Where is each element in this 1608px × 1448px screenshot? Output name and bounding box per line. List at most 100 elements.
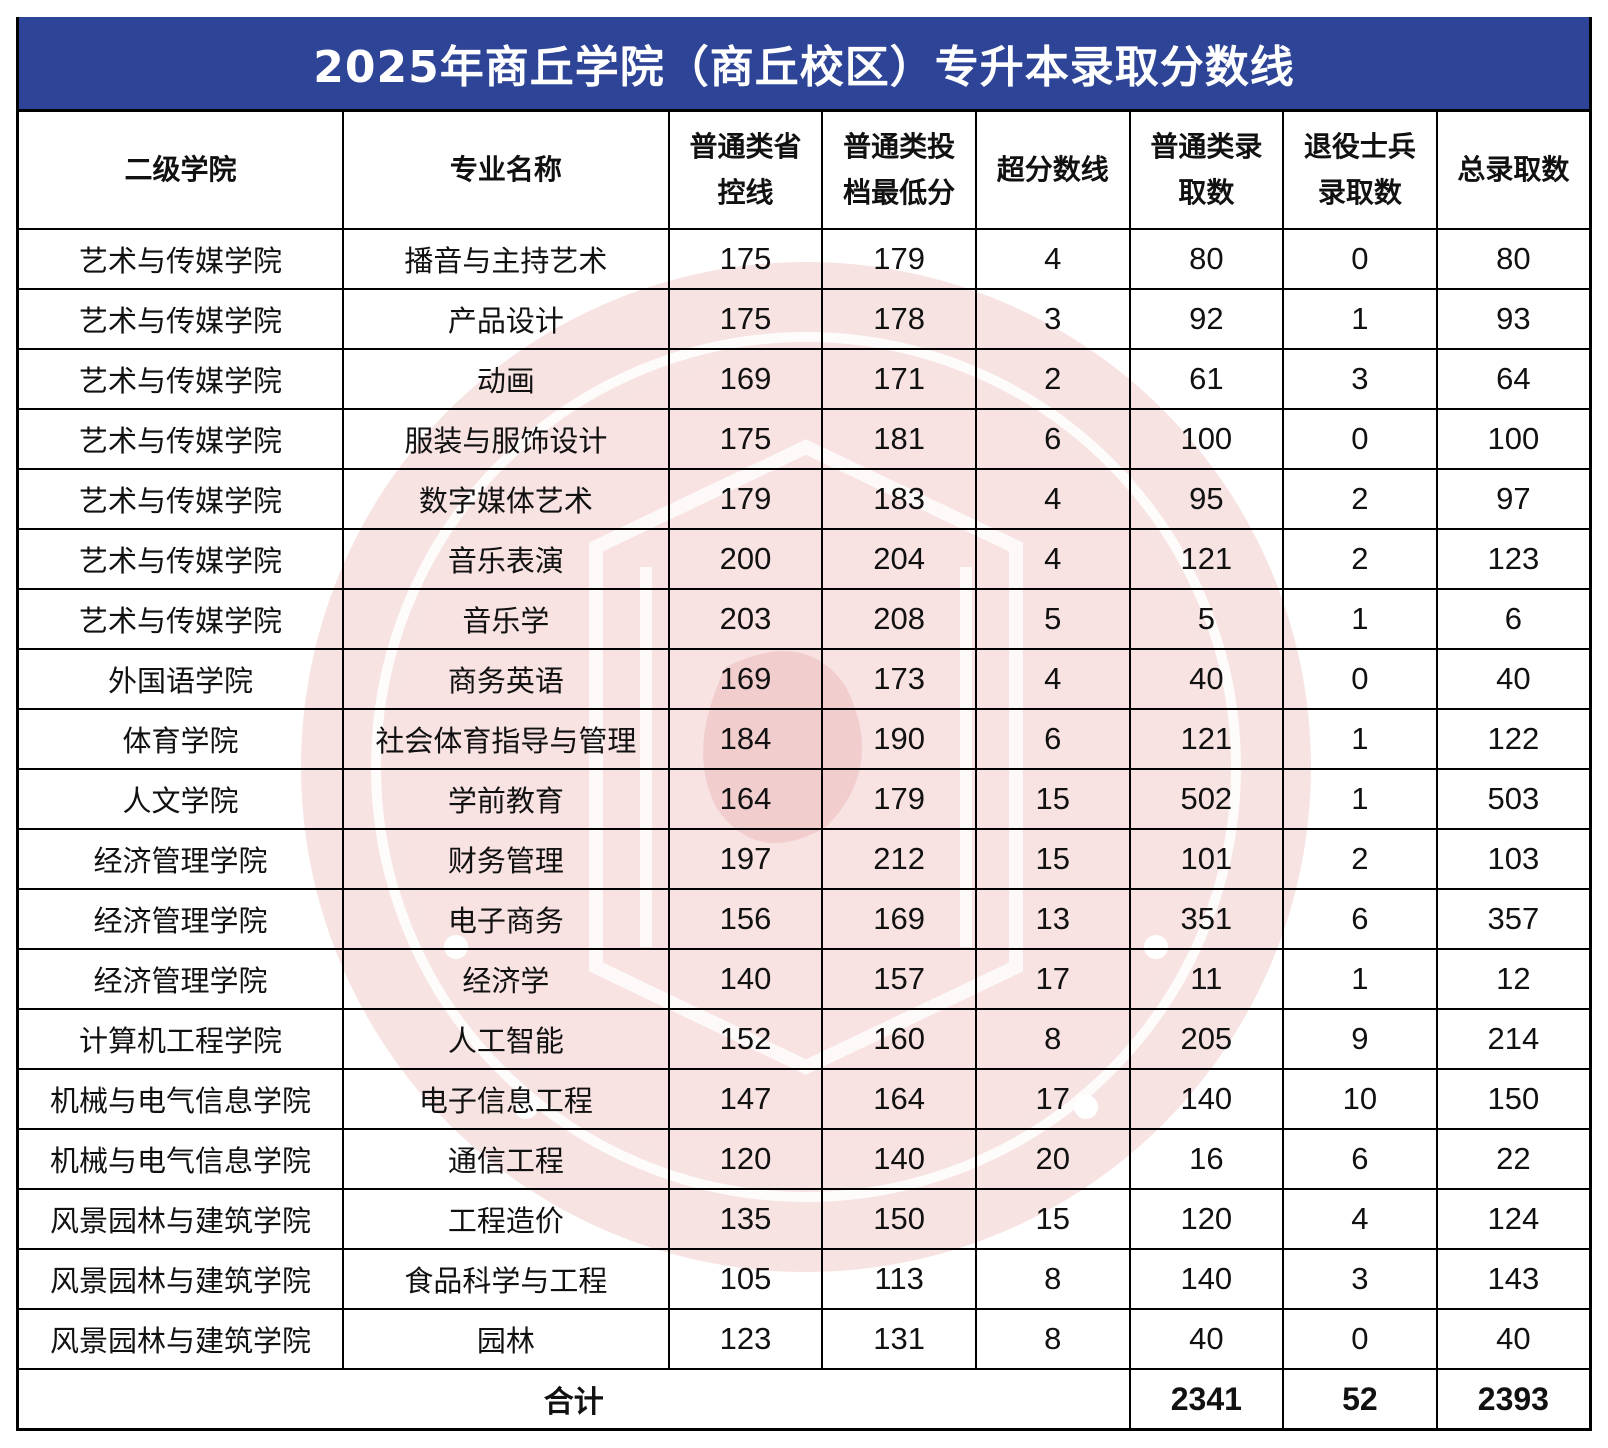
table-row: 经济管理学院 财务管理 197 212 15 101 2 103 bbox=[16, 828, 1592, 890]
cell-college: 艺术与传媒学院 bbox=[16, 408, 345, 470]
cell-veteran-admit: 1 bbox=[1282, 768, 1438, 830]
column-header-regular-admit: 普通类录 取数 bbox=[1128, 109, 1285, 230]
cell-college: 人文学院 bbox=[16, 768, 345, 830]
cell-college: 计算机工程学院 bbox=[16, 1008, 345, 1070]
cell-veteran-admit: 2 bbox=[1282, 468, 1438, 530]
cell-min-score: 179 bbox=[821, 228, 977, 290]
cell-major: 工程造价 bbox=[342, 1188, 670, 1250]
cell-regular-admit: 40 bbox=[1128, 648, 1285, 710]
cell-total-admit: 124 bbox=[1435, 1188, 1592, 1250]
cell-over-line: 6 bbox=[974, 708, 1131, 770]
table-row: 风景园林与建筑学院 食品科学与工程 105 113 8 140 3 143 bbox=[16, 1248, 1592, 1310]
cell-college: 风景园林与建筑学院 bbox=[16, 1308, 345, 1370]
total-veteran-admit: 52 bbox=[1282, 1368, 1438, 1431]
cell-regular-admit: 120 bbox=[1128, 1188, 1285, 1250]
cell-college: 艺术与传媒学院 bbox=[16, 588, 345, 650]
table-row: 经济管理学院 电子商务 156 169 13 351 6 357 bbox=[16, 888, 1592, 950]
cell-college: 风景园林与建筑学院 bbox=[16, 1248, 345, 1310]
cell-regular-admit: 100 bbox=[1128, 408, 1285, 470]
cell-college: 艺术与传媒学院 bbox=[16, 288, 345, 350]
cell-over-line: 15 bbox=[974, 768, 1131, 830]
column-header-veteran-admit: 退役士兵 录取数 bbox=[1282, 109, 1438, 230]
cell-regular-admit: 11 bbox=[1128, 948, 1285, 1010]
admission-table: 2025年商丘学院（商丘校区）专升本录取分数线 二级学院 专业名称 普通类省 控线… bbox=[15, 17, 1592, 1431]
cell-min-score: 164 bbox=[821, 1068, 977, 1130]
cell-total-admit: 97 bbox=[1435, 468, 1592, 530]
table-row: 外国语学院 商务英语 169 173 4 40 0 40 bbox=[16, 648, 1592, 710]
cell-total-admit: 12 bbox=[1435, 948, 1592, 1010]
cell-min-score: 169 bbox=[821, 888, 977, 950]
cell-regular-admit: 502 bbox=[1128, 768, 1285, 830]
cell-control-line: 184 bbox=[667, 708, 824, 770]
cell-veteran-admit: 1 bbox=[1282, 288, 1438, 350]
cell-regular-admit: 61 bbox=[1128, 348, 1285, 410]
total-row: 合计 2341 52 2393 bbox=[15, 1368, 1592, 1431]
cell-over-line: 15 bbox=[974, 828, 1131, 890]
cell-regular-admit: 80 bbox=[1128, 228, 1285, 290]
cell-control-line: 147 bbox=[667, 1068, 824, 1130]
cell-over-line: 3 bbox=[974, 288, 1131, 350]
cell-over-line: 6 bbox=[974, 408, 1131, 470]
total-regular-admit: 2341 bbox=[1128, 1368, 1285, 1431]
cell-major: 财务管理 bbox=[342, 828, 670, 890]
cell-veteran-admit: 0 bbox=[1282, 228, 1438, 290]
cell-regular-admit: 140 bbox=[1128, 1248, 1285, 1310]
cell-over-line: 4 bbox=[974, 468, 1131, 530]
table-row: 艺术与传媒学院 播音与主持艺术 175 179 4 80 0 80 bbox=[16, 228, 1592, 290]
cell-major: 服装与服饰设计 bbox=[342, 408, 670, 470]
cell-major: 产品设计 bbox=[342, 288, 670, 350]
cell-total-admit: 40 bbox=[1435, 648, 1592, 710]
cell-control-line: 123 bbox=[667, 1308, 824, 1370]
cell-regular-admit: 351 bbox=[1128, 888, 1285, 950]
cell-major: 播音与主持艺术 bbox=[342, 228, 670, 290]
table-row: 艺术与传媒学院 服装与服饰设计 175 181 6 100 0 100 bbox=[16, 408, 1592, 470]
cell-total-admit: 64 bbox=[1435, 348, 1592, 410]
cell-veteran-admit: 10 bbox=[1282, 1068, 1438, 1130]
cell-regular-admit: 16 bbox=[1128, 1128, 1285, 1190]
table-row: 艺术与传媒学院 动画 169 171 2 61 3 64 bbox=[16, 348, 1592, 410]
cell-college: 经济管理学院 bbox=[16, 828, 345, 890]
table-row: 艺术与传媒学院 音乐学 203 208 5 5 1 6 bbox=[16, 588, 1592, 650]
cell-over-line: 20 bbox=[974, 1128, 1131, 1190]
cell-over-line: 4 bbox=[974, 648, 1131, 710]
cell-over-line: 8 bbox=[974, 1008, 1131, 1070]
total-label: 合计 bbox=[15, 1368, 1131, 1431]
cell-min-score: 150 bbox=[821, 1188, 977, 1250]
cell-regular-admit: 95 bbox=[1128, 468, 1285, 530]
cell-veteran-admit: 0 bbox=[1282, 648, 1438, 710]
cell-total-admit: 40 bbox=[1435, 1308, 1592, 1370]
cell-veteran-admit: 2 bbox=[1282, 828, 1438, 890]
cell-control-line: 169 bbox=[667, 348, 824, 410]
cell-over-line: 2 bbox=[974, 348, 1131, 410]
cell-regular-admit: 101 bbox=[1128, 828, 1285, 890]
cell-over-line: 8 bbox=[974, 1248, 1131, 1310]
column-header-row: 二级学院 专业名称 普通类省 控线 普通类投 档最低分 超分数线 普通类录 取数 退役… bbox=[16, 109, 1592, 230]
total-total-admit: 2393 bbox=[1435, 1368, 1592, 1431]
cell-min-score: 208 bbox=[821, 588, 977, 650]
cell-control-line: 169 bbox=[667, 648, 824, 710]
cell-major: 园林 bbox=[342, 1308, 670, 1370]
cell-veteran-admit: 2 bbox=[1282, 528, 1438, 590]
cell-over-line: 5 bbox=[974, 588, 1131, 650]
cell-control-line: 203 bbox=[667, 588, 824, 650]
cell-control-line: 140 bbox=[667, 948, 824, 1010]
table-row: 机械与电气信息学院 电子信息工程 147 164 17 140 10 150 bbox=[16, 1068, 1592, 1130]
table-row: 人文学院 学前教育 164 179 15 502 1 503 bbox=[16, 768, 1592, 830]
cell-regular-admit: 121 bbox=[1128, 528, 1285, 590]
column-header-over-line: 超分数线 bbox=[974, 109, 1131, 230]
table-row: 机械与电气信息学院 通信工程 120 140 20 16 6 22 bbox=[16, 1128, 1592, 1190]
cell-veteran-admit: 0 bbox=[1282, 1308, 1438, 1370]
cell-total-admit: 6 bbox=[1435, 588, 1592, 650]
cell-control-line: 179 bbox=[667, 468, 824, 530]
cell-min-score: 113 bbox=[821, 1248, 977, 1310]
column-header-min-score: 普通类投 档最低分 bbox=[821, 109, 977, 230]
cell-min-score: 183 bbox=[821, 468, 977, 530]
column-header-college: 二级学院 bbox=[16, 109, 345, 230]
cell-major: 经济学 bbox=[342, 948, 670, 1010]
cell-total-admit: 150 bbox=[1435, 1068, 1592, 1130]
cell-major: 数字媒体艺术 bbox=[342, 468, 670, 530]
cell-veteran-admit: 1 bbox=[1282, 708, 1438, 770]
cell-college: 经济管理学院 bbox=[16, 888, 345, 950]
cell-control-line: 175 bbox=[667, 288, 824, 350]
cell-min-score: 171 bbox=[821, 348, 977, 410]
